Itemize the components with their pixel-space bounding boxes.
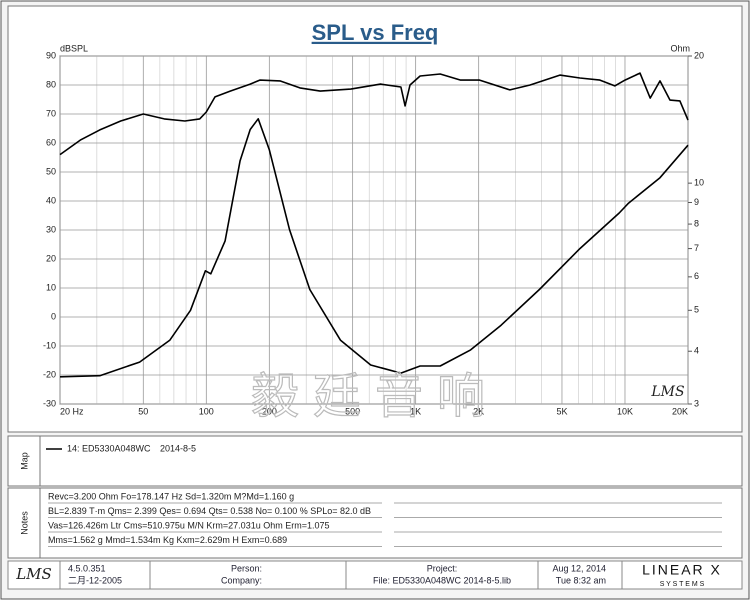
y-tick-label: -20	[43, 369, 56, 379]
y-tick-label: 80	[46, 79, 56, 89]
y2-tick-label: 4	[694, 346, 699, 356]
chart-title: SPL vs Freq	[312, 20, 439, 45]
project: Project:	[427, 563, 458, 573]
y-tick-label: 60	[46, 137, 56, 147]
legend-entry: 14: ED5330A048WC	[67, 443, 151, 453]
series-line	[59, 118, 689, 378]
x-tick-label: 100	[199, 406, 214, 416]
x-tick-label: 2K	[473, 406, 484, 416]
y2-tick-label: 8	[694, 218, 699, 228]
x-tick-label: 20K	[672, 406, 688, 416]
y2-tick-label: 7	[694, 243, 699, 253]
y-tick-label: 30	[46, 224, 56, 234]
x-tick-label: 200	[262, 406, 277, 416]
x-tick-label: 5K	[556, 406, 567, 416]
build-date: 二月-12-2005	[68, 575, 122, 585]
time: Tue 8:32 am	[556, 575, 606, 585]
footer-cell	[345, 560, 539, 590]
y-tick-label: -10	[43, 340, 56, 350]
file: File: ED5330A048WC 2014-8-5.lib	[373, 575, 511, 585]
version: 4.5.0.351	[68, 563, 106, 573]
y-tick-label: 10	[46, 282, 56, 292]
company: Company:	[221, 575, 262, 585]
date: Aug 12, 2014	[552, 563, 606, 573]
y2-tick-label: 10	[694, 178, 704, 188]
note-line: Vas=126.426m Ltr Cms=510.975u M/N Krm=27…	[48, 520, 329, 530]
y-axis-label: dBSPL	[60, 43, 88, 53]
note-line: BL=2.839 T·m Qms= 2.399 Qes= 0.694 Qts= …	[48, 506, 371, 516]
footer-cell	[621, 560, 743, 590]
note-line: Mms=1.562 g Mmd=1.534m Kg Kxm=2.629m H E…	[48, 535, 287, 545]
notes: Revc=3.200 Ohm Fo=178.147 Hz Sd=1.320m M…	[48, 491, 722, 547]
brand: LINEAR X	[642, 562, 722, 578]
notes-label: Notes	[19, 511, 29, 535]
y-tick-label: 70	[46, 108, 56, 118]
footer-cell	[149, 560, 347, 590]
x-tick-label: 50	[138, 406, 148, 416]
y-tick-label: 90	[46, 50, 56, 60]
y-tick-label: 50	[46, 166, 56, 176]
person: Person:	[231, 563, 262, 573]
map-panel	[7, 435, 743, 487]
y2-tick-label: 3	[694, 398, 699, 408]
note-line: Revc=3.200 Ohm Fo=178.147 Hz Sd=1.320m M…	[48, 491, 294, 501]
y2-axis-label: Ohm	[670, 43, 690, 53]
y2-tick-label: 9	[694, 197, 699, 207]
y2-tick-label: 20	[694, 50, 704, 60]
y2-tick-label: 6	[694, 271, 699, 281]
series-line	[59, 72, 689, 156]
x-tick-label: 20 Hz	[60, 406, 84, 416]
x-tick-label: 1K	[410, 406, 421, 416]
plot: 20 Hz 50 100 200 500 1K 2K 5K 10K 20K -30 -20 -10 0 10…	[43, 50, 704, 416]
y-tick-label: 0	[51, 311, 56, 321]
y-tick-label: 40	[46, 195, 56, 205]
legend-date: 2014-8-5	[160, 443, 196, 453]
y-tick-label: 20	[46, 253, 56, 263]
x-tick-label: 500	[345, 406, 360, 416]
footer-logo: LMS	[15, 565, 52, 583]
watermark: 毅廷音响	[251, 369, 499, 425]
y2-tick-label: 5	[694, 305, 699, 315]
y-tick-label: -30	[43, 398, 56, 408]
map-label: Map	[19, 452, 29, 470]
footer-cell	[537, 560, 623, 590]
x-tick-label: 10K	[617, 406, 633, 416]
lms-watermark: LMS	[650, 384, 684, 400]
footer-cell	[7, 560, 61, 590]
footer-cell	[59, 560, 151, 590]
brand-sub: S Y S T E M S	[660, 581, 705, 588]
